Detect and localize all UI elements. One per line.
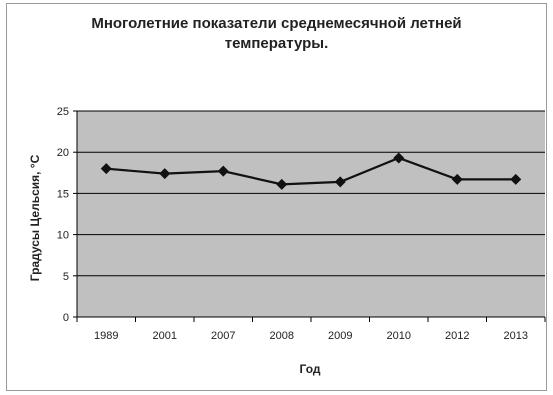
data-point-2007 — [217, 165, 229, 177]
data-point-2013 — [510, 173, 522, 185]
y-axis-title: Градусы Цельсия, °С — [28, 154, 42, 281]
y-tick-label-15: 15 — [57, 188, 69, 200]
y-tick-label-0: 0 — [63, 312, 69, 324]
chart-title: Многолетние показатели среднемесячной ле… — [0, 14, 553, 54]
x-tick-labels: 1989 2001 2007 2008 2009 2010 2012 2013 — [76, 317, 546, 342]
y-tick-labels: 0 5 10 15 20 25 — [57, 106, 77, 324]
data-point-2008 — [276, 178, 288, 190]
x-tick-label-1989: 1989 — [94, 330, 118, 342]
x-tick-label-2007: 2007 — [211, 330, 235, 342]
data-point-2010 — [393, 152, 405, 164]
y-tick-label-10: 10 — [57, 230, 69, 242]
data-point-2012 — [451, 173, 463, 185]
data-point-2001 — [159, 168, 171, 180]
y-tick-label-25: 25 — [57, 106, 69, 118]
series — [100, 152, 522, 190]
plot-background — [77, 111, 545, 317]
gridlines — [77, 110, 545, 277]
series-line-0 — [106, 156, 516, 186]
y-tick-label-20: 20 — [57, 147, 69, 159]
chart-title-line2: температуры. — [224, 35, 329, 52]
x-tick-label-2010: 2010 — [387, 330, 411, 342]
x-tick-label-2001: 2001 — [153, 330, 177, 342]
x-axis-title: Год — [300, 362, 321, 376]
y-tick-label-5: 5 — [63, 271, 69, 283]
x-tick-label-2012: 2012 — [445, 330, 469, 342]
data-point-2009 — [334, 176, 346, 188]
data-point-1989 — [100, 163, 112, 175]
plot-area — [77, 111, 545, 317]
chart-title-line1: Многолетние показатели среднемесячной ле… — [91, 15, 462, 32]
x-tick-label-2009: 2009 — [328, 330, 352, 342]
x-tick-label-2013: 2013 — [504, 330, 528, 342]
x-tick-label-2008: 2008 — [270, 330, 294, 342]
